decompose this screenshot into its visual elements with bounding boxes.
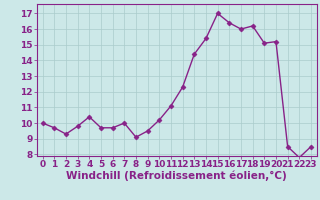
X-axis label: Windchill (Refroidissement éolien,°C): Windchill (Refroidissement éolien,°C) xyxy=(67,171,287,181)
